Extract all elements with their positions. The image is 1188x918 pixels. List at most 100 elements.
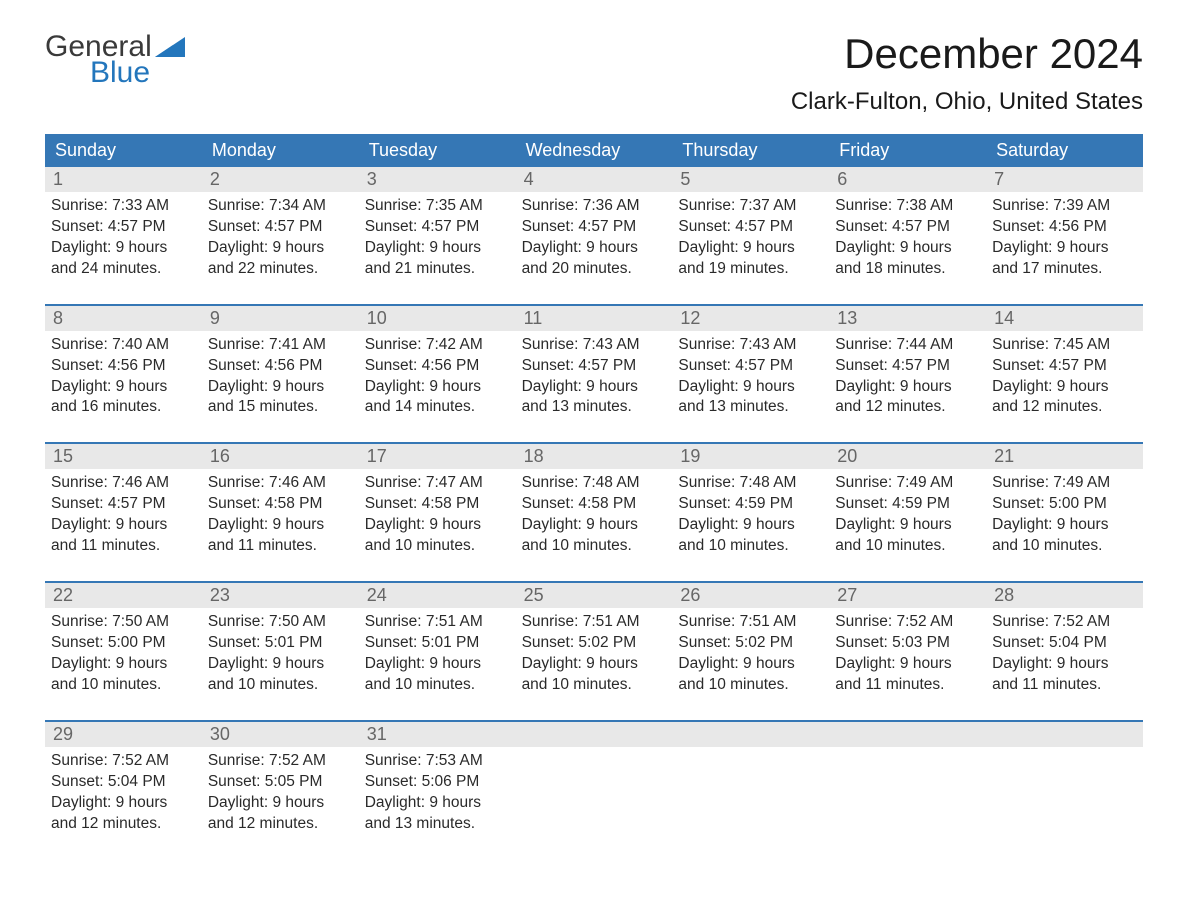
daylight-text-1: Daylight: 9 hours — [992, 377, 1137, 398]
sunrise-text: Sunrise: 7:44 AM — [835, 335, 980, 356]
day-number: 4 — [516, 167, 673, 192]
daylight-text-2: and 13 minutes. — [365, 814, 510, 835]
day-number: 24 — [359, 583, 516, 608]
day-cell-content: Sunrise: 7:51 AMSunset: 5:02 PMDaylight:… — [516, 608, 673, 700]
day-cell-content: Sunrise: 7:52 AMSunset: 5:05 PMDaylight:… — [202, 747, 359, 839]
day-number: 17 — [359, 444, 516, 469]
daylight-text-1: Daylight: 9 hours — [208, 654, 353, 675]
daylight-text-1: Daylight: 9 hours — [835, 654, 980, 675]
sunrise-text: Sunrise: 7:49 AM — [992, 473, 1137, 494]
daylight-text-1: Daylight: 9 hours — [992, 238, 1137, 259]
sunset-text: Sunset: 5:04 PM — [51, 772, 196, 793]
sunset-text: Sunset: 4:56 PM — [208, 356, 353, 377]
sunrise-text: Sunrise: 7:42 AM — [365, 335, 510, 356]
day-number: 26 — [672, 583, 829, 608]
sunrise-text: Sunrise: 7:50 AM — [208, 612, 353, 633]
sunset-text: Sunset: 4:57 PM — [51, 217, 196, 238]
sunrise-text: Sunrise: 7:46 AM — [51, 473, 196, 494]
sunset-text: Sunset: 4:57 PM — [522, 356, 667, 377]
daylight-text-2: and 10 minutes. — [522, 536, 667, 557]
day-number: 20 — [829, 444, 986, 469]
day-cell-content: Sunrise: 7:44 AMSunset: 4:57 PMDaylight:… — [829, 331, 986, 423]
day-number: 13 — [829, 306, 986, 331]
day-number: 5 — [672, 167, 829, 192]
day-header-friday: Friday — [829, 134, 986, 167]
daylight-text-2: and 10 minutes. — [522, 675, 667, 696]
day-cell-content: Sunrise: 7:35 AMSunset: 4:57 PMDaylight:… — [359, 192, 516, 284]
daylight-text-2: and 13 minutes. — [522, 397, 667, 418]
daylight-text-2: and 22 minutes. — [208, 259, 353, 280]
sunset-text: Sunset: 5:01 PM — [365, 633, 510, 654]
sunset-text: Sunset: 4:59 PM — [678, 494, 823, 515]
day-number: 9 — [202, 306, 359, 331]
day-number: 25 — [516, 583, 673, 608]
sunrise-text: Sunrise: 7:53 AM — [365, 751, 510, 772]
day-header-monday: Monday — [202, 134, 359, 167]
daylight-text-2: and 16 minutes. — [51, 397, 196, 418]
sunrise-text: Sunrise: 7:38 AM — [835, 196, 980, 217]
daylight-text-2: and 21 minutes. — [365, 259, 510, 280]
day-cell-content: Sunrise: 7:37 AMSunset: 4:57 PMDaylight:… — [672, 192, 829, 284]
daylight-text-1: Daylight: 9 hours — [51, 654, 196, 675]
day-cell-content — [516, 747, 673, 839]
day-number — [516, 722, 673, 747]
day-cell-content: Sunrise: 7:53 AMSunset: 5:06 PMDaylight:… — [359, 747, 516, 839]
sunrise-text: Sunrise: 7:37 AM — [678, 196, 823, 217]
sunrise-text: Sunrise: 7:36 AM — [522, 196, 667, 217]
daylight-text-2: and 12 minutes. — [835, 397, 980, 418]
sunset-text: Sunset: 4:57 PM — [835, 356, 980, 377]
day-number: 7 — [986, 167, 1143, 192]
header: General Blue December 2024 Clark-Fulton,… — [45, 30, 1143, 116]
sunrise-text: Sunrise: 7:49 AM — [835, 473, 980, 494]
daylight-text-1: Daylight: 9 hours — [522, 377, 667, 398]
logo-text-blue: Blue — [90, 56, 150, 90]
sunset-text: Sunset: 4:57 PM — [522, 217, 667, 238]
location-text: Clark-Fulton, Ohio, United States — [791, 88, 1143, 116]
sunset-text: Sunset: 4:58 PM — [208, 494, 353, 515]
day-cell-content: Sunrise: 7:49 AMSunset: 4:59 PMDaylight:… — [829, 469, 986, 561]
day-cell-content: Sunrise: 7:51 AMSunset: 5:01 PMDaylight:… — [359, 608, 516, 700]
daylight-text-1: Daylight: 9 hours — [51, 515, 196, 536]
day-header-wednesday: Wednesday — [516, 134, 673, 167]
daylight-text-2: and 11 minutes. — [208, 536, 353, 557]
daylight-text-2: and 13 minutes. — [678, 397, 823, 418]
sunset-text: Sunset: 4:57 PM — [51, 494, 196, 515]
daylight-text-2: and 15 minutes. — [208, 397, 353, 418]
day-cell-content: Sunrise: 7:48 AMSunset: 4:59 PMDaylight:… — [672, 469, 829, 561]
day-cell-content — [986, 747, 1143, 839]
daylight-text-2: and 14 minutes. — [365, 397, 510, 418]
daylight-text-2: and 12 minutes. — [51, 814, 196, 835]
day-number: 23 — [202, 583, 359, 608]
day-cell-content: Sunrise: 7:38 AMSunset: 4:57 PMDaylight:… — [829, 192, 986, 284]
sunrise-text: Sunrise: 7:51 AM — [522, 612, 667, 633]
day-cell-content: Sunrise: 7:49 AMSunset: 5:00 PMDaylight:… — [986, 469, 1143, 561]
sunrise-text: Sunrise: 7:45 AM — [992, 335, 1137, 356]
day-cell-content: Sunrise: 7:34 AMSunset: 4:57 PMDaylight:… — [202, 192, 359, 284]
daylight-text-1: Daylight: 9 hours — [522, 238, 667, 259]
day-cell-content: Sunrise: 7:48 AMSunset: 4:58 PMDaylight:… — [516, 469, 673, 561]
day-number — [986, 722, 1143, 747]
sunset-text: Sunset: 5:02 PM — [522, 633, 667, 654]
daylight-text-1: Daylight: 9 hours — [835, 377, 980, 398]
day-number: 19 — [672, 444, 829, 469]
day-number: 15 — [45, 444, 202, 469]
daylight-text-1: Daylight: 9 hours — [522, 654, 667, 675]
sunset-text: Sunset: 4:59 PM — [835, 494, 980, 515]
day-number: 12 — [672, 306, 829, 331]
sunrise-text: Sunrise: 7:50 AM — [51, 612, 196, 633]
day-number: 6 — [829, 167, 986, 192]
day-number: 3 — [359, 167, 516, 192]
sunset-text: Sunset: 4:57 PM — [678, 217, 823, 238]
daylight-text-1: Daylight: 9 hours — [992, 654, 1137, 675]
title-area: December 2024 Clark-Fulton, Ohio, United… — [791, 30, 1143, 116]
day-cell-content: Sunrise: 7:51 AMSunset: 5:02 PMDaylight:… — [672, 608, 829, 700]
sunrise-text: Sunrise: 7:33 AM — [51, 196, 196, 217]
day-cell-content: Sunrise: 7:52 AMSunset: 5:04 PMDaylight:… — [986, 608, 1143, 700]
day-header-thursday: Thursday — [672, 134, 829, 167]
daylight-text-2: and 20 minutes. — [522, 259, 667, 280]
daylight-text-1: Daylight: 9 hours — [208, 238, 353, 259]
day-header-tuesday: Tuesday — [359, 134, 516, 167]
day-cell-content: Sunrise: 7:33 AMSunset: 4:57 PMDaylight:… — [45, 192, 202, 284]
day-number — [672, 722, 829, 747]
day-number: 10 — [359, 306, 516, 331]
